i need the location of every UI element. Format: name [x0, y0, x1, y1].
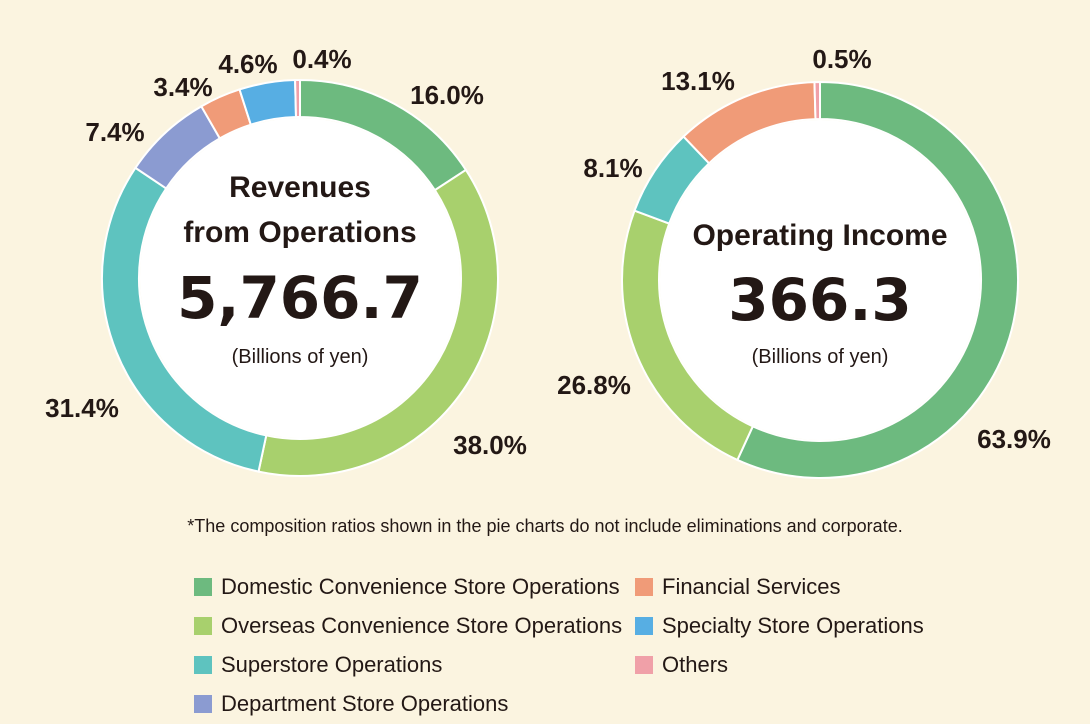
slice-others — [813, 80, 821, 121]
unit-label: (Billions of yen) — [232, 346, 369, 368]
chart-title-line2: from Operations — [183, 216, 416, 249]
legend: Domestic Convenience Store Operations Ov… — [194, 572, 954, 722]
legend-swatch-superstore — [194, 656, 212, 674]
center-value: 5,766.7 — [177, 264, 423, 332]
slice-specialty — [238, 79, 298, 126]
legend-swatch-financial — [635, 578, 653, 596]
footnote: *The composition ratios shown in the pie… — [187, 516, 903, 536]
legend-label-domestic: Domestic Convenience Store Operations — [221, 574, 620, 599]
legend-item-department: Department Store Operations — [194, 689, 508, 719]
legend-item-specialty: Specialty Store Operations — [635, 611, 924, 641]
legend-item-financial: Financial Services — [635, 572, 841, 602]
slice-label-domestic: 16.0% — [410, 80, 484, 110]
slice-label-overseas: 38.0% — [453, 430, 527, 460]
slice-label-overseas: 26.8% — [557, 370, 631, 400]
slice-label-financial: 13.1% — [661, 66, 735, 96]
slice-label-superstore: 8.1% — [583, 153, 642, 183]
legend-swatch-overseas — [194, 617, 212, 635]
slice-label-department: 7.4% — [85, 117, 144, 147]
legend-swatch-others — [635, 656, 653, 674]
slice-label-domestic: 63.9% — [977, 424, 1051, 454]
legend-label-superstore: Superstore Operations — [221, 652, 443, 677]
donut-center — [660, 120, 980, 440]
chart-title-line1: Operating Income — [692, 219, 947, 252]
legend-label-department: Department Store Operations — [221, 691, 509, 716]
donut-charts: 16.0% 38.0% 31.4% 7.4% 3.4%4.6% 0.4% Revenues f… — [45, 44, 1051, 479]
chart-title-line1: Revenues — [229, 171, 371, 204]
slice-label-others: 0.5% — [812, 44, 871, 74]
legend-label-financial: Financial Services — [662, 574, 841, 599]
legend-item-superstore: Superstore Operations — [194, 650, 442, 680]
legend-item-domestic: Domestic Convenience Store Operations — [194, 572, 620, 602]
legend-item-overseas: Overseas Convenience Store Operations — [194, 611, 622, 641]
legend-label-others: Others — [662, 652, 729, 677]
donut-chart-2: 63.9% 26.8% 8.1% 13.1% 0.5% Operating Income 3… — [557, 44, 1051, 479]
slice-others — [294, 78, 301, 119]
legend-label-specialty: Specialty Store Operations — [662, 613, 924, 638]
center-value: 366.3 — [728, 266, 911, 334]
slice-label-superstore: 31.4% — [45, 393, 119, 423]
donut-center — [140, 118, 460, 438]
slice-label-others: 0.4% — [292, 44, 351, 74]
slice-label-specialty: 4.6% — [218, 49, 277, 79]
legend-label-overseas: Overseas Convenience Store Operations — [221, 613, 623, 638]
slice-label-financial: 3.4% — [153, 72, 212, 102]
unit-label: (Billions of yen) — [752, 346, 889, 368]
legend-swatch-domestic — [194, 578, 212, 596]
legend-swatch-specialty — [635, 617, 653, 635]
legend-swatch-department — [194, 695, 212, 713]
legend-item-others: Others — [635, 650, 728, 680]
slice-domestic — [736, 80, 1019, 479]
donut-chart-1: 16.0% 38.0% 31.4% 7.4% 3.4%4.6% 0.4% Revenues f… — [45, 44, 527, 477]
